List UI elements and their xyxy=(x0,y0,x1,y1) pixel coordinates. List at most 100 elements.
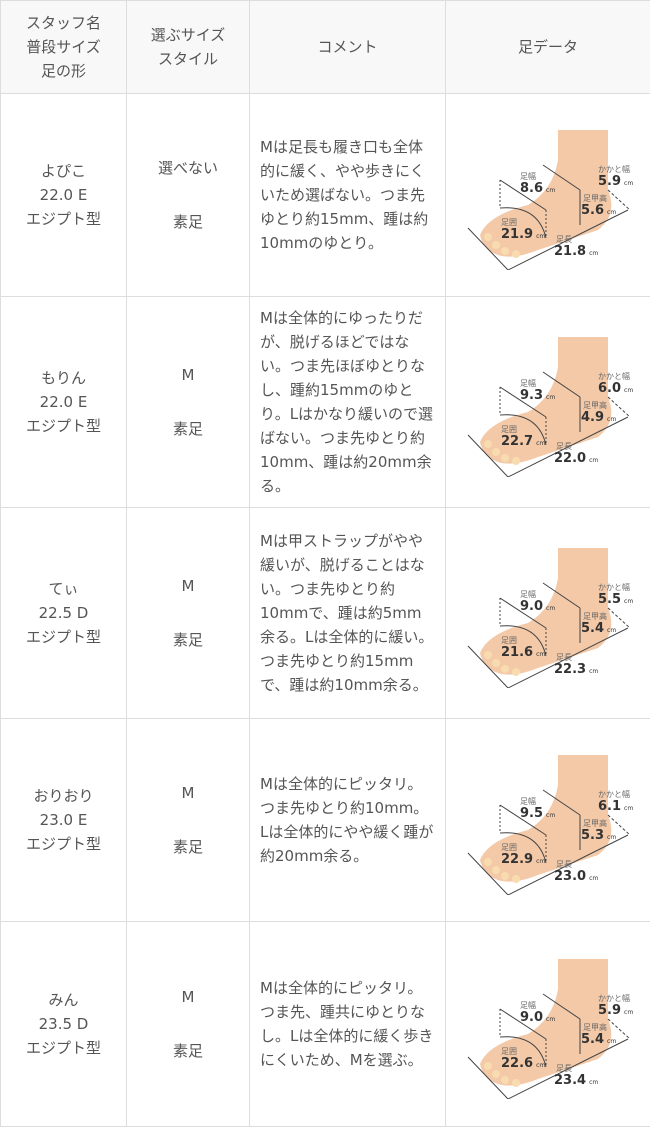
comment-cell: Mは甲ストラップがやや緩いが、脱げることはない。つま先ゆとり約10mmで、踵は約… xyxy=(250,508,446,719)
length-label: 足長 xyxy=(556,653,572,662)
foot-shape: エジプト型 xyxy=(1,625,126,649)
header-size: 選ぶサイズスタイル xyxy=(127,1,250,94)
heel-label: かかと幅 xyxy=(598,165,630,174)
instep-label: 足甲高 xyxy=(583,1023,607,1032)
width-label: 足幅 xyxy=(520,1001,536,1010)
girth-label: 足囲 xyxy=(501,843,517,852)
choice-cell: M 素足 xyxy=(127,922,250,1127)
style: 素足 xyxy=(127,835,249,859)
style: 素足 xyxy=(127,210,249,234)
header-foot-data: 足データ xyxy=(446,1,650,94)
style: 素足 xyxy=(127,417,249,441)
choice-cell: M 素足 xyxy=(127,508,250,719)
usual-size: 23.0 E xyxy=(1,808,126,832)
comment-cell: Mは全体的にゆったりだが、脱げるほどではない。つま先ほぼゆとりなし、踵約15mm… xyxy=(250,297,446,508)
heel-label: かかと幅 xyxy=(598,372,630,381)
comment-cell: Mは全体的にピッタリ。つま先ゆとり約10mm。Lは全体的にやや緩く踵が約20mm… xyxy=(250,719,446,922)
width-label: 足幅 xyxy=(520,797,536,806)
chosen-size: M xyxy=(127,363,249,387)
foot-shape: エジプト型 xyxy=(1,207,126,231)
usual-size: 22.0 E xyxy=(1,390,126,414)
length-label: 足長 xyxy=(556,860,572,869)
instep-label: 足甲高 xyxy=(583,819,607,828)
width-label: 足幅 xyxy=(520,590,536,599)
staff-name: もりん xyxy=(1,366,126,390)
heel-label: かかと幅 xyxy=(598,583,630,592)
length-label: 足長 xyxy=(556,1064,572,1073)
girth-label: 足囲 xyxy=(501,218,517,227)
instep-label: 足甲高 xyxy=(583,612,607,621)
chosen-size: M xyxy=(127,985,249,1009)
chosen-size: M xyxy=(127,781,249,805)
foot-shape: エジプト型 xyxy=(1,1036,126,1060)
comment-cell: Mは足長も履き口も全体的に緩く、やや歩きにくいため選ばない。つま先ゆとり約15m… xyxy=(250,94,446,297)
chosen-size: 選べない xyxy=(127,156,249,180)
girth-label: 足囲 xyxy=(501,425,517,434)
instep-label: 足甲高 xyxy=(583,401,607,410)
usual-size: 22.5 D xyxy=(1,601,126,625)
header-staff: スタッフ名普段サイズ足の形 xyxy=(1,1,127,94)
style: 素足 xyxy=(127,1039,249,1063)
instep-label: 足甲高 xyxy=(583,194,607,203)
heel-label: かかと幅 xyxy=(598,790,630,799)
girth-label: 足囲 xyxy=(501,1047,517,1056)
foot-shape: エジプト型 xyxy=(1,832,126,856)
staff-name: よぴこ xyxy=(1,159,126,183)
style: 素足 xyxy=(127,628,249,652)
comment-cell: Mは全体的にピッタリ。つま先、踵共にゆとりなし。Lは全体的に緩く歩きにくいため、… xyxy=(250,922,446,1127)
usual-size: 23.5 D xyxy=(1,1012,126,1036)
usual-size: 22.0 E xyxy=(1,183,126,207)
chosen-size: M xyxy=(127,574,249,598)
length-label: 足長 xyxy=(556,235,572,244)
header-comment: コメント xyxy=(250,1,446,94)
choice-cell: 選べない素足 xyxy=(127,94,250,297)
staff-name: てぃ xyxy=(1,577,126,601)
width-label: 足幅 xyxy=(520,172,536,181)
girth-label: 足囲 xyxy=(501,636,517,645)
staff-name: おりおり xyxy=(1,784,126,808)
